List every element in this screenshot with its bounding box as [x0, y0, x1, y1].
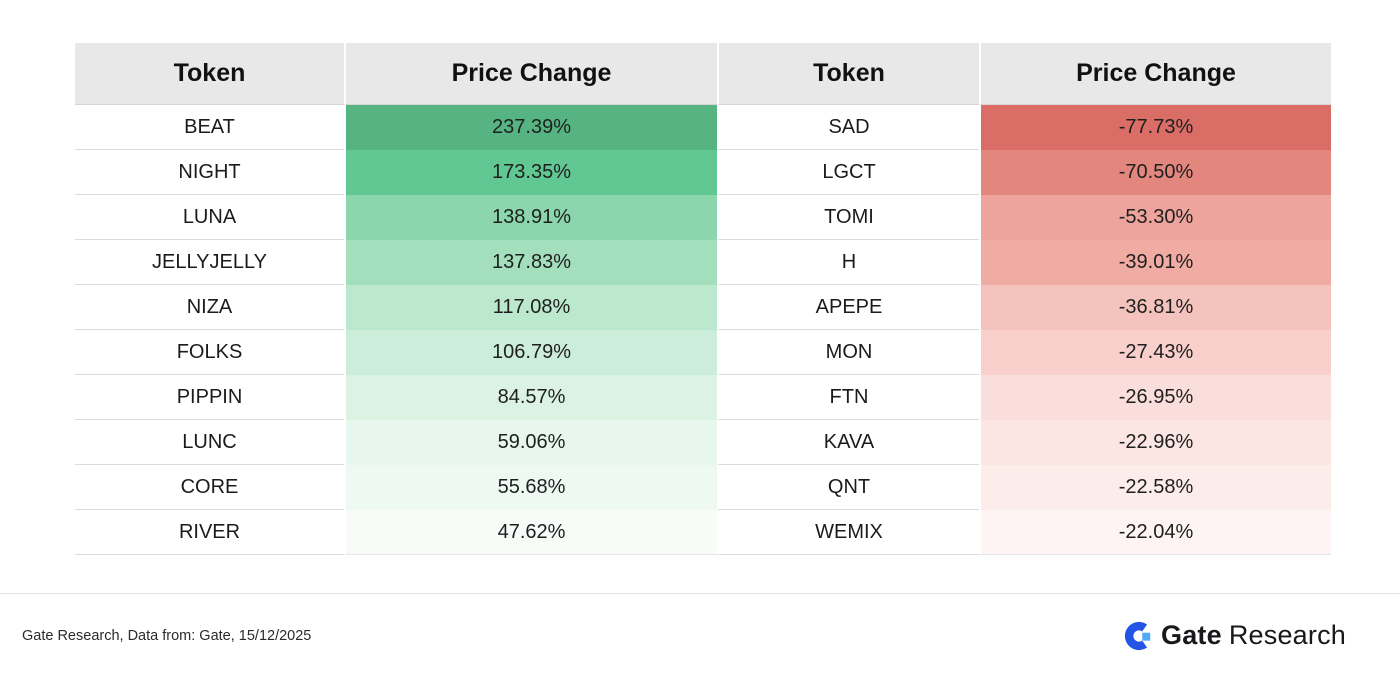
- loser-change: -27.43%: [979, 330, 1331, 375]
- gainer-change: 106.79%: [344, 330, 717, 375]
- table-row: BEAT 237.39% SAD -77.73%: [75, 105, 1331, 150]
- gainer-change: 59.06%: [344, 420, 717, 465]
- header-row: Token Price Change Token Price Change: [75, 43, 1331, 105]
- loser-change: -26.95%: [979, 375, 1331, 420]
- table-row: RIVER 47.62% WEMIX -22.04%: [75, 510, 1331, 555]
- gainer-token: NIZA: [75, 285, 344, 330]
- loser-token: FTN: [717, 375, 979, 420]
- gainer-change: 55.68%: [344, 465, 717, 510]
- gate-research-logo: Gate Research: [1124, 620, 1346, 651]
- logo-text-gate: Gate: [1161, 620, 1222, 650]
- gainer-token: BEAT: [75, 105, 344, 150]
- logo-text-research: Research: [1228, 620, 1346, 650]
- loser-token: WEMIX: [717, 510, 979, 555]
- gainer-token: FOLKS: [75, 330, 344, 375]
- loser-token: LGCT: [717, 150, 979, 195]
- loser-token: MON: [717, 330, 979, 375]
- table-row: NIZA 117.08% APEPE -36.81%: [75, 285, 1331, 330]
- loser-change: -22.04%: [979, 510, 1331, 555]
- gainer-token: RIVER: [75, 510, 344, 555]
- loser-token: TOMI: [717, 195, 979, 240]
- loser-change: -22.58%: [979, 465, 1331, 510]
- loser-change: -77.73%: [979, 105, 1331, 150]
- gainer-change: 237.39%: [344, 105, 717, 150]
- price-change-table-container: Token Price Change Token Price Change BE…: [75, 43, 1331, 555]
- gate-logo-icon: [1125, 621, 1151, 650]
- loser-token: QNT: [717, 465, 979, 510]
- gainer-change: 138.91%: [344, 195, 717, 240]
- table-row: CORE 55.68% QNT -22.58%: [75, 465, 1331, 510]
- table-row: LUNC 59.06% KAVA -22.96%: [75, 420, 1331, 465]
- footer: Gate Research, Data from: Gate, 15/12/20…: [0, 593, 1400, 651]
- gainer-token: JELLYJELLY: [75, 240, 344, 285]
- loser-change: -22.96%: [979, 420, 1331, 465]
- gainer-change: 137.83%: [344, 240, 717, 285]
- gainer-token: PIPPIN: [75, 375, 344, 420]
- table-row: JELLYJELLY 137.83% H -39.01%: [75, 240, 1331, 285]
- loser-token: H: [717, 240, 979, 285]
- gainer-token: NIGHT: [75, 150, 344, 195]
- loser-token: SAD: [717, 105, 979, 150]
- gainer-change: 84.57%: [344, 375, 717, 420]
- loser-token: APEPE: [717, 285, 979, 330]
- price-change-table: Token Price Change Token Price Change BE…: [75, 43, 1331, 555]
- header-price-change-gainers: Price Change: [344, 43, 717, 105]
- gainer-change: 117.08%: [344, 285, 717, 330]
- loser-change: -36.81%: [979, 285, 1331, 330]
- header-price-change-losers: Price Change: [979, 43, 1331, 105]
- table-row: NIGHT 173.35% LGCT -70.50%: [75, 150, 1331, 195]
- gainer-change: 47.62%: [344, 510, 717, 555]
- table-row: FOLKS 106.79% MON -27.43%: [75, 330, 1331, 375]
- gate-logo-wordmark: Gate Research: [1161, 620, 1346, 651]
- gainer-token: LUNC: [75, 420, 344, 465]
- header-token-losers: Token: [717, 43, 979, 105]
- table-row: LUNA 138.91% TOMI -53.30%: [75, 195, 1331, 240]
- loser-change: -70.50%: [979, 150, 1331, 195]
- gainer-token: CORE: [75, 465, 344, 510]
- gainer-change: 173.35%: [344, 150, 717, 195]
- loser-token: KAVA: [717, 420, 979, 465]
- header-token-gainers: Token: [75, 43, 344, 105]
- gainer-token: LUNA: [75, 195, 344, 240]
- loser-change: -53.30%: [979, 195, 1331, 240]
- source-attribution: Gate Research, Data from: Gate, 15/12/20…: [22, 627, 312, 644]
- table-row: PIPPIN 84.57% FTN -26.95%: [75, 375, 1331, 420]
- loser-change: -39.01%: [979, 240, 1331, 285]
